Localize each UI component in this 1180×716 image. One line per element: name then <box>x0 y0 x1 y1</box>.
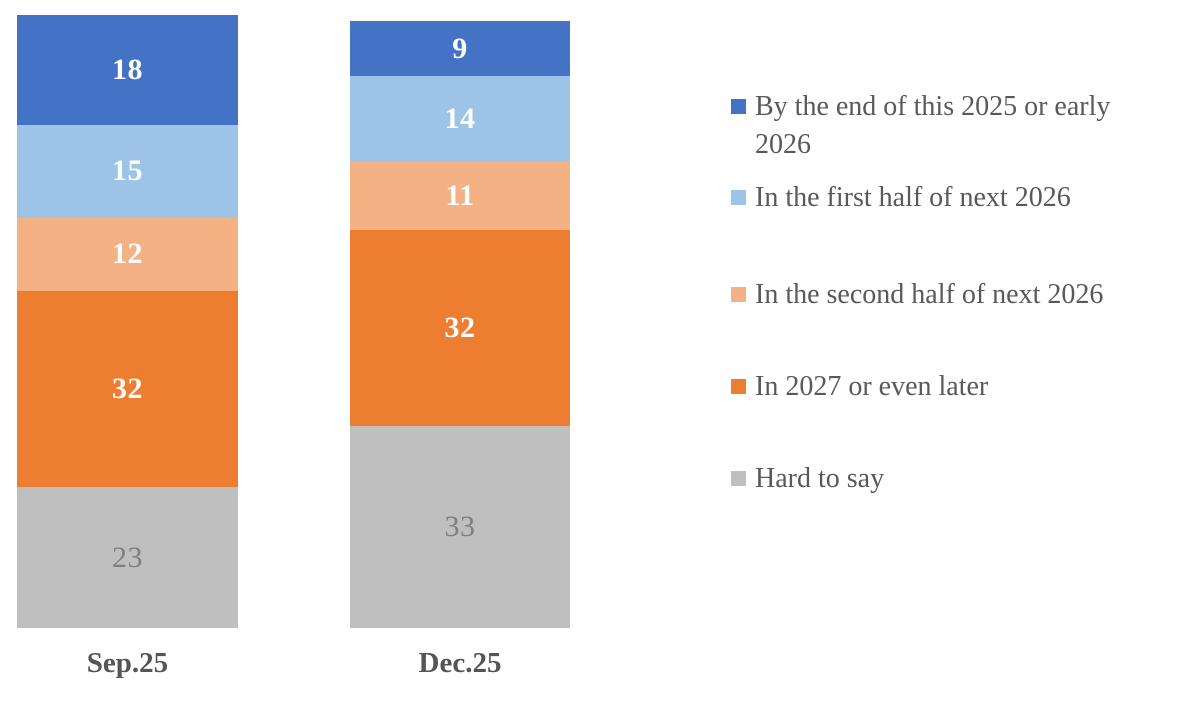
bar-value-label: 32 <box>112 371 143 405</box>
legend-item-first-half-2026: In the first half of next 2026 <box>731 179 1071 217</box>
bar-segment: 12 <box>17 217 238 291</box>
bar-segment: 9 <box>350 21 570 77</box>
bar-value-label: 9 <box>452 31 468 65</box>
bar-dec25: 9 14 11 32 33 <box>350 15 570 628</box>
bar-value-label: 14 <box>444 102 476 136</box>
legend-swatch-icon <box>731 190 746 205</box>
bar-value-label: 15 <box>112 154 143 188</box>
bar-segment: 14 <box>350 76 570 163</box>
legend-label: Hard to say <box>755 463 885 494</box>
bar-value-label: 32 <box>444 310 476 344</box>
bar-value-label: 18 <box>112 53 143 87</box>
bar-sep25: 18 15 12 32 23 <box>17 15 238 628</box>
legend-swatch-icon <box>731 99 746 114</box>
bar-value-label: 12 <box>112 237 143 271</box>
bar-segment: 32 <box>350 229 570 426</box>
bar-segment: 33 <box>350 425 570 628</box>
bar-group-sep25: 18 15 12 32 23 Sep.25 <box>17 15 238 680</box>
legend-label: In 2027 or even later <box>755 371 989 402</box>
bar-value-label: 23 <box>112 540 143 574</box>
bar-value-label: 33 <box>444 509 476 543</box>
legend-swatch-icon <box>731 379 746 394</box>
bar-group-dec25: 9 14 11 32 33 Dec.25 <box>350 15 570 680</box>
bar-segment: 23 <box>17 487 238 628</box>
legend-item-second-half-2026: In the second half of next 2026 <box>731 276 1103 314</box>
legend-label: In the second half of next 2026 <box>755 279 1104 310</box>
legend-item-2027-or-later: In 2027 or even later <box>731 368 988 406</box>
bar-segment: 18 <box>17 15 238 126</box>
bar-segment: 11 <box>350 162 570 230</box>
bar-segment: 15 <box>17 125 238 218</box>
legend-swatch-icon <box>731 287 746 302</box>
category-label-sep25: Sep.25 <box>86 647 169 679</box>
legend-item-end-2025-early-2026: By the end of this 2025 or early 2026 <box>731 88 1167 164</box>
legend-label: In the first half of next 2026 <box>755 182 1071 213</box>
bar-value-label: 11 <box>445 178 475 212</box>
legend-item-hard-to-say: Hard to say <box>731 460 884 498</box>
legend-swatch-icon <box>731 471 746 486</box>
bar-segment: 32 <box>17 290 238 488</box>
legend-label: By the end of this 2025 or early 2026 <box>755 91 1111 160</box>
category-label-dec25: Dec.25 <box>418 647 502 679</box>
